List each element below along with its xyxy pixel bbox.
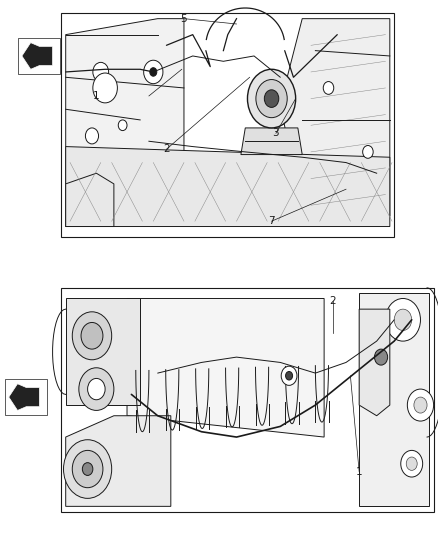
Circle shape (256, 79, 287, 118)
Circle shape (82, 463, 93, 475)
Circle shape (286, 372, 293, 380)
Polygon shape (127, 298, 324, 437)
Polygon shape (61, 288, 434, 512)
Text: 5: 5 (180, 14, 187, 23)
Circle shape (363, 146, 373, 158)
Circle shape (88, 378, 105, 400)
Circle shape (118, 120, 127, 131)
Circle shape (79, 368, 114, 410)
Circle shape (85, 128, 99, 144)
Polygon shape (22, 43, 53, 69)
Text: 7: 7 (268, 216, 275, 226)
Polygon shape (359, 309, 390, 416)
Circle shape (385, 298, 420, 341)
Circle shape (93, 73, 117, 103)
Polygon shape (66, 416, 171, 506)
Circle shape (81, 322, 103, 349)
Polygon shape (359, 293, 429, 506)
Text: 3: 3 (272, 128, 279, 138)
Circle shape (323, 82, 334, 94)
Circle shape (144, 60, 163, 84)
Circle shape (394, 309, 412, 330)
Polygon shape (66, 173, 114, 227)
Circle shape (374, 349, 388, 365)
Polygon shape (66, 147, 390, 227)
Circle shape (72, 450, 103, 488)
Circle shape (72, 312, 112, 360)
Circle shape (247, 69, 296, 128)
Polygon shape (66, 19, 184, 227)
Text: 1: 1 (93, 91, 100, 101)
Text: 1: 1 (356, 467, 363, 477)
Polygon shape (61, 13, 394, 237)
Polygon shape (66, 298, 140, 405)
Circle shape (64, 440, 112, 498)
Text: 2: 2 (329, 296, 336, 306)
Polygon shape (280, 19, 390, 216)
Circle shape (150, 68, 157, 76)
Circle shape (401, 450, 423, 477)
Circle shape (414, 397, 427, 413)
Circle shape (281, 366, 297, 385)
Circle shape (93, 62, 109, 82)
Circle shape (407, 389, 434, 421)
Text: 2: 2 (163, 144, 170, 154)
Polygon shape (9, 384, 39, 410)
Circle shape (265, 90, 279, 108)
Polygon shape (241, 128, 302, 155)
Circle shape (406, 457, 417, 470)
